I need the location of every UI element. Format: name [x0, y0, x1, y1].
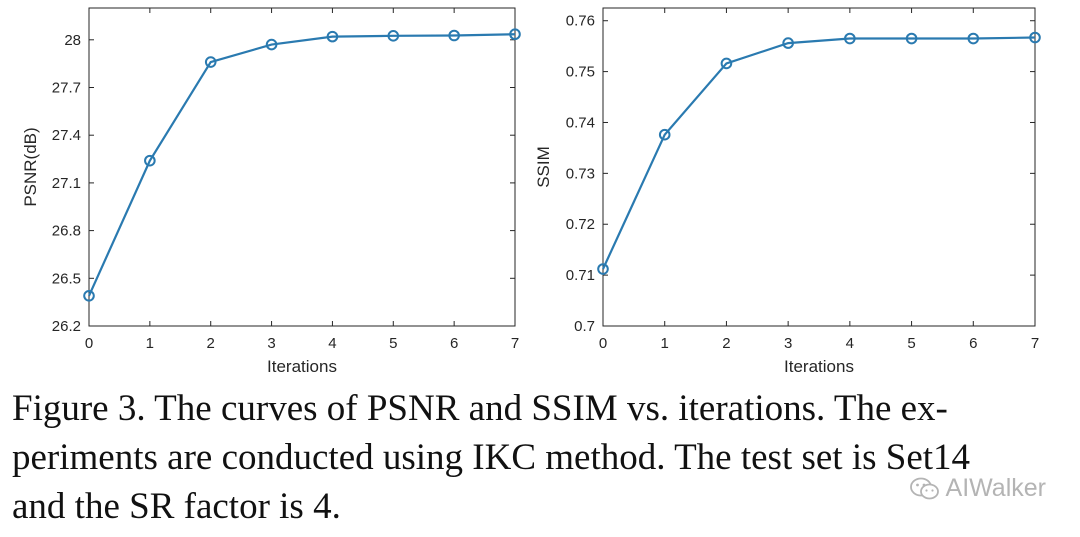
- ssim-data-point: [597, 263, 609, 275]
- ssim-x-tick-label: 0: [599, 335, 607, 352]
- psnr-data-point: [326, 30, 339, 43]
- psnr-x-tick-label: 4: [328, 335, 336, 352]
- psnr-y-tick-label: 26.8: [52, 223, 81, 240]
- psnr-data-point: [509, 28, 521, 41]
- psnr-x-axis-label: Iterations: [267, 357, 337, 376]
- ssim-y-tick-label: 0.74: [566, 114, 595, 131]
- psnr-y-tick-label: 27.4: [52, 127, 81, 144]
- psnr-x-tick-label: 1: [146, 335, 154, 352]
- ssim-y-tick-label: 0.72: [566, 216, 595, 233]
- ssim-plot-frame: [602, 7, 1036, 327]
- ssim-y-tick-label: 0.7: [574, 318, 595, 335]
- psnr-y-tick-label: 27.7: [52, 80, 81, 97]
- caption-line-1: Figure 3. The curves of PSNR and SSIM vs…: [12, 388, 948, 429]
- psnr-y-tick-label: 26.5: [52, 270, 81, 287]
- ssim-x-tick-label: 3: [784, 335, 792, 352]
- caption-line-2: periments are conducted using IKC method…: [12, 437, 971, 478]
- ssim-data-point: [905, 32, 918, 45]
- psnr-data-point: [204, 56, 217, 68]
- ssim-series-line: [602, 36, 1036, 270]
- ssim-x-tick-label: 4: [846, 335, 854, 352]
- ssim-x-tick-label: 5: [907, 335, 915, 352]
- ssim-data-point: [844, 32, 856, 45]
- ssim-data-point: [720, 57, 733, 70]
- psnr-y-tick-label: 28: [64, 32, 81, 49]
- ssim-data-point: [782, 37, 794, 49]
- watermark: AIWalker: [909, 474, 1046, 503]
- psnr-x-tick-label: 7: [511, 335, 519, 352]
- caption-line-3: and the SR factor is 4.: [12, 486, 341, 527]
- ssim-y-axis-label: SSIM: [534, 146, 553, 188]
- ssim-y-tick-label: 0.71: [566, 267, 595, 284]
- ssim-x-tick-label: 6: [969, 335, 977, 352]
- ssim-data-point: [658, 128, 671, 141]
- ssim-x-tick-label: 2: [722, 335, 730, 352]
- figure-charts: 0 1 2 3 4 5 6 7 26.2 26.5 26.8 27.1 27.4 27.7 28 Iterat…: [21, 7, 1041, 376]
- psnr-plot-frame: [88, 7, 516, 327]
- figure-caption: Figure 3. The curves of PSNR and SSIM vs…: [12, 384, 1074, 531]
- psnr-data-point: [83, 289, 95, 302]
- ssim-data-point: [1029, 31, 1041, 44]
- ssim-x-tick-label: 1: [661, 335, 669, 352]
- ssim-y-tick-label: 0.73: [566, 165, 595, 182]
- psnr-y-tick-label: 27.1: [52, 175, 81, 192]
- psnr-x-tick-label: 2: [207, 335, 215, 352]
- wechat-icon: [909, 477, 939, 499]
- psnr-data-point: [387, 30, 400, 42]
- psnr-data-point: [265, 38, 278, 51]
- ssim-x-axis-label: Iterations: [784, 357, 854, 376]
- psnr-x-tick-label: 0: [85, 335, 93, 352]
- psnr-data-point: [448, 29, 460, 42]
- psnr-x-tick-label: 6: [450, 335, 458, 352]
- psnr-y-axis-label: PSNR(dB): [21, 127, 40, 206]
- ssim-data-point: [967, 32, 980, 45]
- psnr-data-point: [144, 154, 156, 167]
- ssim-y-tick-label: 0.76: [566, 13, 595, 30]
- psnr-x-tick-label: 5: [389, 335, 397, 352]
- psnr-x-tick-label: 3: [267, 335, 275, 352]
- ssim-x-tick-label: 7: [1031, 335, 1039, 352]
- psnr-y-tick-label: 26.2: [52, 318, 81, 335]
- watermark-text: AIWalker: [945, 474, 1046, 502]
- ssim-y-tick-label: 0.75: [566, 64, 595, 81]
- psnr-series-line: [87, 33, 516, 297]
